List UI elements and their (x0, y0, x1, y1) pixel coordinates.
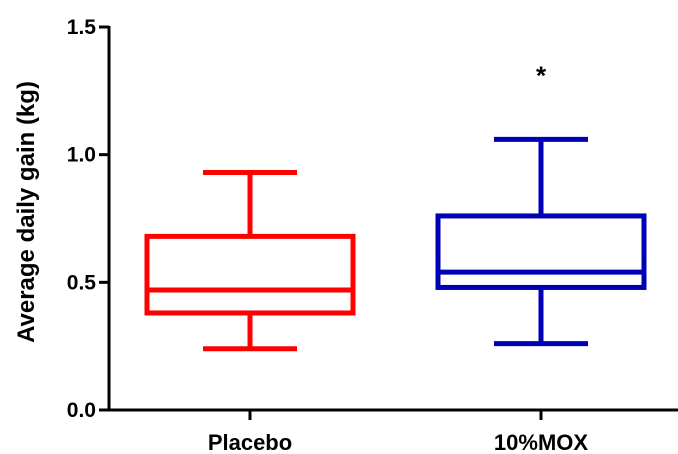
y-tick-label-1: 0.5 (67, 271, 97, 294)
y-tick-label-3: 1.5 (67, 16, 97, 39)
box-0-iqr (144, 233, 356, 316)
annotations: * (536, 60, 547, 90)
x-tick-label-0: Placebo (208, 430, 292, 454)
box-1-iqr (435, 213, 647, 290)
y-tick-label-0: 0.0 (67, 399, 96, 422)
axes: 0.0 0.5 1.0 1.5 Placebo 10%MOX (67, 16, 678, 454)
box-1 (435, 136, 647, 347)
box-0 (144, 170, 356, 352)
y-axis-title: Average daily gain (kg) (13, 81, 40, 343)
x-tick-label-1: 10%MOX (494, 430, 588, 454)
significance-marker-0: * (536, 60, 547, 90)
y-tick-label-2: 1.0 (67, 144, 96, 167)
boxes (144, 136, 647, 352)
